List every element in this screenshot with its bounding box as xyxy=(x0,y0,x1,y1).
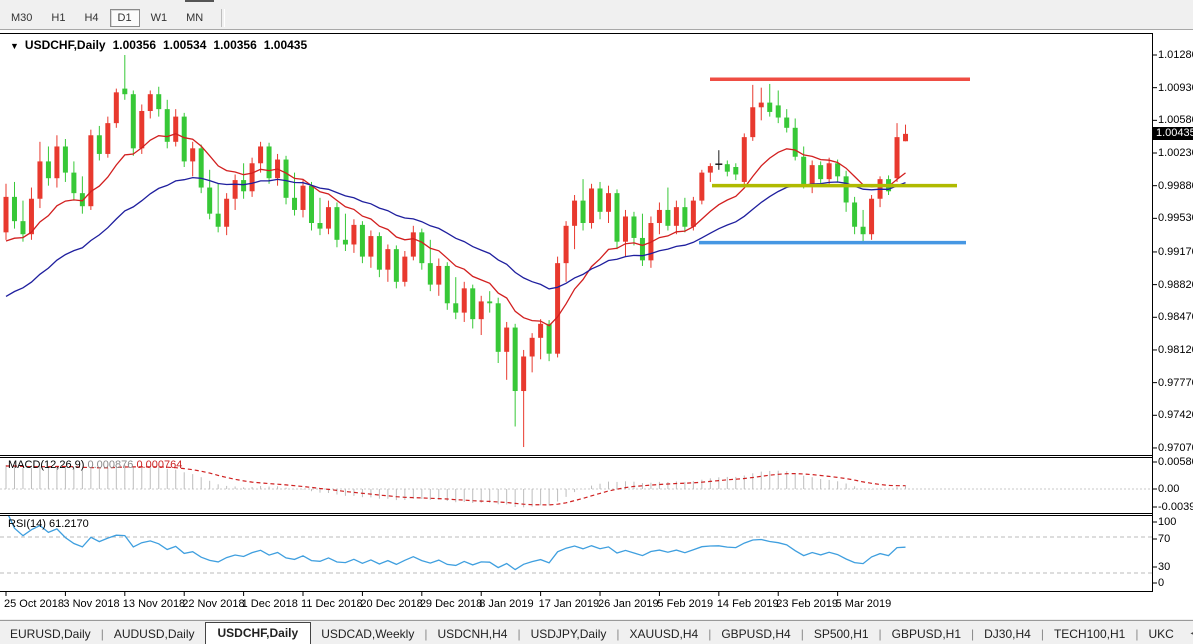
macd-label: MACD(12,26,9) 0.000876 0.000764 xyxy=(8,459,182,471)
date-axis-label: 29 Dec 2018 xyxy=(419,598,483,610)
symbol-quote-line: ▼ USDCHF,Daily 1.00356 1.00534 1.00356 1.0043… xyxy=(10,38,314,52)
date-axis-label: 20 Dec 2018 xyxy=(360,598,423,610)
date-axis-label: 17 Jan 2019 xyxy=(538,598,600,610)
timeframe-button-w1[interactable]: W1 xyxy=(150,11,168,24)
date-axis-label: 5 Feb 2019 xyxy=(657,598,714,610)
rsi-scale-label: 100 xyxy=(1158,516,1177,528)
timeframe-button-m30[interactable]: M30 xyxy=(11,11,33,24)
timeframe-button-h1[interactable]: H1 xyxy=(51,11,66,24)
date-axis-label: 5 Mar 2019 xyxy=(835,598,892,610)
tab-separator: | xyxy=(800,627,804,641)
date-axis-label: 26 Jan 2019 xyxy=(598,598,659,610)
macd-scale-label: 0.005802 xyxy=(1158,456,1193,468)
chart-tab-tech100[interactable]: TECH100,H1 xyxy=(1053,627,1126,641)
window-top-strip xyxy=(0,0,1193,6)
rsi-name: RSI(14) xyxy=(8,518,46,530)
tab-separator: | xyxy=(424,627,428,641)
chart-background xyxy=(0,30,1193,619)
date-axis-label: 11 Dec 2018 xyxy=(301,598,363,610)
chart-tab-usdcnh[interactable]: USDCNH,H4 xyxy=(437,627,508,641)
tab-separator: | xyxy=(616,627,620,641)
date-axis-label: 25 Oct 2018 xyxy=(4,598,64,610)
price-axis-label: 1.01280 xyxy=(1158,49,1193,61)
tab-separator: | xyxy=(971,627,975,641)
tab-scroll-left-icon[interactable]: ◄ xyxy=(1184,628,1193,638)
date-axis-label: 3 Nov 2018 xyxy=(63,598,120,610)
chart-tab-usdchf[interactable]: USDCHF,Daily xyxy=(204,622,312,644)
tab-separator: | xyxy=(878,627,882,641)
quote-low: 1.00356 xyxy=(213,38,257,52)
rsi-label: RSI(14) 61.2170 xyxy=(8,518,89,530)
price-axis-label: 0.97070 xyxy=(1158,441,1193,454)
tab-separator: | xyxy=(517,627,521,641)
rsi-scale-label: 70 xyxy=(1158,533,1171,545)
macd-value-signal: 0.000764 xyxy=(136,459,183,471)
quote-high: 1.00534 xyxy=(163,38,207,52)
chart-tab-eurusd[interactable]: EURUSD,Daily xyxy=(10,627,91,641)
date-axis-label: 22 Nov 2018 xyxy=(182,598,245,610)
date-axis-label: 23 Feb 2019 xyxy=(776,598,838,610)
price-chart-canvas[interactable] xyxy=(0,0,1193,620)
date-axis-label: 8 Jan 2019 xyxy=(479,598,534,610)
macd-scale-label: -0.003945 xyxy=(1158,501,1193,513)
toolbar-remnant xyxy=(185,0,214,2)
timeframe-button-mn[interactable]: MN xyxy=(186,11,204,24)
chart-tab-xauusd[interactable]: XAUUSD,H4 xyxy=(629,627,699,641)
chart-tab-ukc[interactable]: UKC xyxy=(1148,627,1174,641)
chart-tab-audusd[interactable]: AUDUSD,Daily xyxy=(113,627,195,641)
symbol-dropdown-icon[interactable]: ▼ xyxy=(10,41,19,51)
timeframe-button-h4[interactable]: H4 xyxy=(84,11,99,24)
macd-name: MACD(12,26,9) xyxy=(8,459,85,471)
current-price-badge: 1.00435 xyxy=(1153,127,1193,141)
chart-tab-usdjpy[interactable]: USDJPY,Daily xyxy=(530,627,607,641)
date-axis-label: 14 Feb 2019 xyxy=(716,598,779,610)
rsi-scale-label: 0 xyxy=(1158,577,1165,589)
quote-symbol: USDCHF,Daily xyxy=(24,38,106,52)
chart-tab-bar: EURUSD,Daily | AUDUSD,Daily USDCHF,Daily USD… xyxy=(0,620,1193,644)
tab-separator: | xyxy=(708,627,712,641)
chart-tab-sp500[interactable]: SP500,H1 xyxy=(813,627,869,641)
quote-open: 1.00356 xyxy=(112,38,156,52)
timeframe-toolbar: M30 H1 H4 D1 W1 MN xyxy=(0,6,1193,30)
quote-close: 1.00435 xyxy=(263,38,308,52)
macd-scale-label: 0.00 xyxy=(1158,483,1180,495)
price-axis-label: 1.00930 xyxy=(1158,81,1193,94)
chart-tab-dj30[interactable]: DJ30,H4 xyxy=(984,627,1031,641)
tab-separator: | xyxy=(1135,627,1139,641)
tab-scroll-arrows: ◄► xyxy=(1184,621,1193,644)
chart-tab-gbpusd[interactable]: GBPUSD,H1 xyxy=(891,627,962,641)
tab-separator: | xyxy=(100,627,104,641)
date-axis-label: 1 Dec 2018 xyxy=(241,598,298,610)
macd-value-main: 0.000876 xyxy=(87,459,134,471)
rsi-value: 61.2170 xyxy=(48,518,89,530)
toolbar-separator xyxy=(221,8,226,27)
chart-tab-usdcad[interactable]: USDCAD,Weekly xyxy=(321,627,415,641)
tab-separator: | xyxy=(1040,627,1044,641)
timeframe-button-d1[interactable]: D1 xyxy=(109,8,140,27)
rsi-scale-label: 30 xyxy=(1158,561,1171,573)
date-axis-label: 13 Nov 2018 xyxy=(122,598,186,610)
chart-tab-gbpusd[interactable]: GBPUSD,H4 xyxy=(721,627,791,641)
